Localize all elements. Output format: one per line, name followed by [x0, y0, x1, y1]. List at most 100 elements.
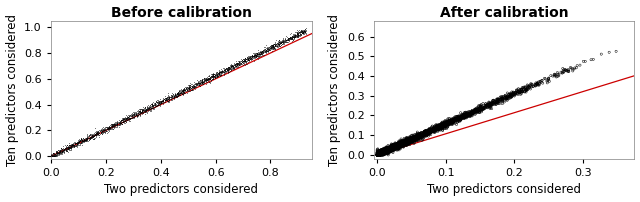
Point [208, 74, 218, 77]
Point [438, 122, 448, 125]
Point [373, 153, 383, 156]
Point [373, 152, 383, 155]
Point [155, 102, 165, 105]
Point [501, 97, 511, 101]
Point [66, 145, 76, 148]
Point [374, 153, 385, 157]
Point [374, 151, 384, 155]
Point [255, 50, 265, 54]
Point [62, 149, 72, 152]
Point [197, 80, 207, 83]
Point [424, 130, 435, 134]
Point [80, 139, 90, 143]
Point [77, 139, 87, 142]
Point [395, 143, 405, 146]
Point [221, 67, 232, 70]
Point [222, 66, 232, 69]
Point [438, 125, 449, 128]
Point [259, 50, 269, 54]
Point [372, 153, 382, 157]
Point [138, 109, 148, 112]
Point [412, 133, 422, 136]
Point [202, 79, 212, 82]
Point [273, 39, 284, 42]
Point [491, 99, 501, 103]
Point [373, 153, 383, 157]
Point [140, 109, 150, 112]
Point [442, 125, 452, 128]
Point [225, 68, 236, 71]
Point [104, 127, 115, 130]
Point [132, 111, 143, 114]
Point [405, 136, 415, 139]
Point [563, 68, 573, 71]
Point [478, 102, 488, 105]
Point [238, 60, 248, 63]
Point [373, 153, 383, 156]
Point [266, 44, 276, 47]
Point [388, 146, 399, 149]
Point [100, 130, 110, 133]
Point [409, 139, 419, 142]
Point [249, 59, 259, 63]
Point [283, 37, 293, 40]
Point [270, 44, 280, 48]
Point [513, 89, 523, 93]
Point [56, 146, 66, 149]
Point [372, 151, 383, 155]
Point [385, 147, 395, 151]
Point [495, 96, 505, 100]
Point [372, 153, 383, 157]
Point [385, 148, 395, 151]
Point [81, 137, 91, 140]
Point [82, 138, 92, 141]
Point [444, 123, 454, 126]
Point [419, 134, 429, 137]
Point [138, 108, 148, 112]
Point [408, 138, 419, 141]
Point [379, 151, 389, 154]
Point [61, 149, 71, 152]
Point [270, 41, 280, 45]
Point [82, 134, 92, 137]
Point [112, 123, 122, 126]
Point [178, 90, 188, 93]
Point [223, 65, 233, 68]
Point [403, 139, 413, 143]
Point [230, 64, 241, 68]
Point [97, 128, 108, 131]
Point [489, 102, 499, 106]
Point [482, 105, 492, 108]
Point [376, 151, 386, 154]
Point [474, 111, 484, 114]
Point [131, 113, 141, 117]
Point [287, 39, 297, 42]
Point [381, 147, 392, 150]
Point [564, 70, 574, 73]
Point [63, 148, 74, 151]
Point [464, 112, 474, 115]
Point [376, 153, 386, 157]
Point [444, 122, 454, 125]
Point [404, 138, 415, 141]
Point [406, 139, 416, 142]
Point [107, 124, 117, 127]
Point [428, 128, 438, 132]
Point [120, 117, 131, 121]
Point [254, 52, 264, 55]
Point [252, 51, 262, 55]
Point [373, 153, 383, 157]
Point [200, 81, 211, 84]
Point [389, 145, 399, 148]
Point [415, 133, 425, 136]
Point [256, 51, 266, 55]
Point [389, 145, 399, 148]
Point [213, 71, 223, 74]
Point [261, 48, 271, 51]
Point [497, 98, 508, 101]
Point [146, 103, 156, 106]
Point [448, 120, 458, 123]
Point [239, 62, 250, 65]
Point [288, 38, 298, 41]
Point [372, 153, 382, 157]
